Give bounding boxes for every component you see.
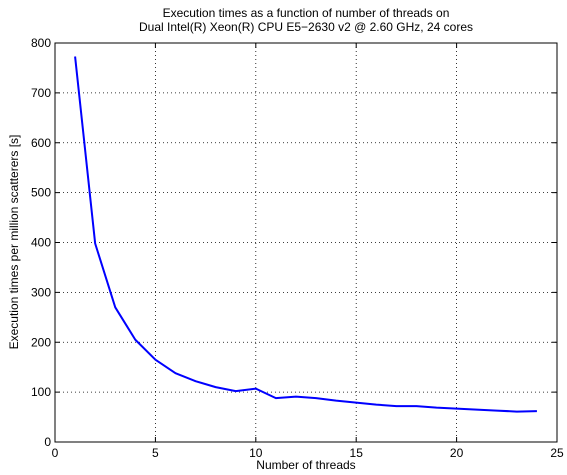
x-tick-label: 15 bbox=[350, 446, 364, 460]
x-tick-label: 25 bbox=[550, 446, 564, 460]
y-tick-label: 700 bbox=[31, 86, 51, 100]
x-axis-label: Number of threads bbox=[256, 458, 355, 472]
y-tick-label: 0 bbox=[44, 435, 51, 449]
y-tick-label: 200 bbox=[31, 335, 51, 349]
y-tick-label: 800 bbox=[31, 36, 51, 50]
y-axis-label: Execution times per million scatterers [… bbox=[7, 135, 21, 350]
chart-title: Dual Intel(R) Xeon(R) CPU E5−2630 v2 @ 2… bbox=[139, 20, 473, 34]
plot-frame bbox=[54, 42, 558, 443]
data-line bbox=[74, 56, 537, 413]
y-tick-label: 100 bbox=[31, 385, 51, 399]
y-tick-label: 300 bbox=[31, 285, 51, 299]
x-tick-label: 5 bbox=[152, 446, 159, 460]
y-tick-label: 600 bbox=[31, 136, 51, 150]
x-tick-label: 20 bbox=[450, 446, 464, 460]
x-tick-label: 0 bbox=[52, 446, 59, 460]
y-tick-label: 500 bbox=[31, 186, 51, 200]
x-tick-label: 10 bbox=[249, 446, 263, 460]
chart-title: Execution times as a function of number … bbox=[163, 6, 450, 20]
y-tick-label: 400 bbox=[31, 236, 51, 250]
